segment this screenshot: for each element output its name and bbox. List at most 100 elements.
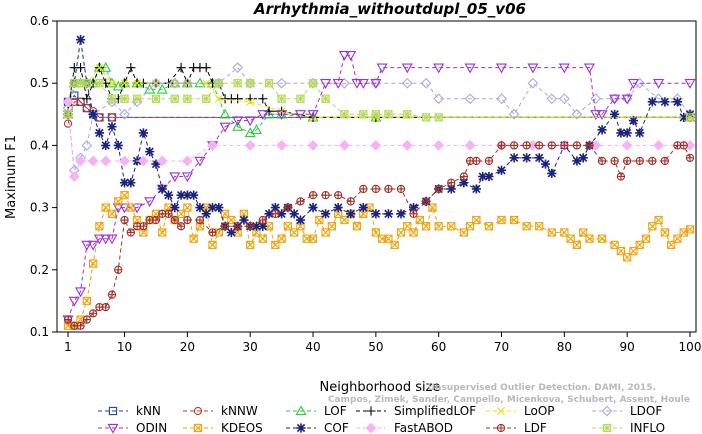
data-point-cof [408,203,419,213]
data-point-odin [583,63,596,74]
legend: kNN kNNW LOF SimplifiedLOF LoOP LDOF ODIN KDEOS… [98,404,665,434]
data-point-simplifiedlof [201,63,211,73]
legend-marker-ldf [496,423,506,433]
data-point-lof [156,83,168,94]
data-point-kdeos [409,228,418,237]
data-point-ldof [546,93,558,105]
data-point-ldf [308,191,318,200]
data-point-ldf [321,191,330,200]
data-point-kdeos [95,222,104,231]
legend-marker-inflo [602,423,612,433]
data-point-ldof [590,93,602,105]
data-point-odin [621,94,633,105]
data-point-ldof [496,93,507,105]
data-point-ldf [396,184,406,194]
data-point-ldf [497,141,506,150]
data-point-inflo [95,79,104,88]
data-point-ldf [560,141,569,150]
data-point-odin [495,63,508,74]
series-inflo [63,79,695,122]
data-point-odin [370,79,382,89]
data-point-cof [201,209,211,219]
data-point-cof [195,203,205,213]
data-point-fastabod [87,155,99,167]
legend-item-simplifiedlof: SimplifiedLOF [356,404,476,418]
legend-label-inflo: INFLO [630,421,665,434]
data-point-ldf [176,222,186,231]
data-point-inflo [308,79,318,88]
data-point-odin [294,110,307,121]
data-point-fastabod [621,140,633,151]
data-point-odin [653,79,665,89]
data-point-cof [151,159,161,169]
data-point-cof [660,97,670,107]
legend-item-kdeos: KDEOS [183,421,263,434]
data-point-cof [679,112,689,123]
legend-marker-loop [497,407,505,415]
data-point-ldf [114,265,123,274]
data-point-ldf [679,141,688,150]
data-point-kdeos [509,215,519,225]
data-point-fastabod [181,155,193,167]
data-point-kdeos [654,215,663,225]
x-tick-label: 80 [557,340,572,354]
data-point-odin [684,79,696,89]
data-point-ldf [107,290,117,299]
plot-frame [56,20,697,333]
data-point-kdeos [208,240,217,250]
data-point-kdeos [673,234,682,243]
data-point-cof [647,97,657,107]
x-tick-label: 1 [64,340,72,354]
data-point-lof [219,108,231,119]
data-point-ldf [126,228,135,237]
data-point-cof [635,128,645,138]
data-point-ldof [81,140,93,151]
data-point-cof [547,168,557,178]
data-point-lof [144,83,156,94]
data-point-inflo [434,113,443,122]
data-point-cof [157,184,167,194]
data-point-cof [207,203,218,213]
data-point-ldf [610,156,619,166]
data-point-cof [251,221,262,231]
data-point-cof [622,128,632,138]
data-point-ldof [420,77,432,89]
y-axis-label: Maximum F1 [4,135,19,219]
data-point-ldf [220,222,230,231]
data-point-ldf [459,172,468,181]
data-point-cof [258,221,268,231]
data-point-fastabod [401,140,413,151]
data-point-cof [239,215,249,225]
data-point-fastabod [653,140,664,151]
data-point-inflo [246,79,255,88]
data-point-odin [351,79,363,89]
data-point-ldof [571,108,583,120]
data-point-fastabod [138,155,149,167]
data-point-ldf [151,215,161,225]
y-tick-label: 0.1 [30,325,49,339]
data-point-ldf [233,222,242,231]
data-point-ldf [597,156,607,166]
data-point-kdeos [315,215,324,225]
data-point-odin [144,197,156,208]
data-point-kdeos [535,222,544,231]
data-point-inflo [202,94,211,103]
data-point-fastabod [156,155,168,167]
data-point-inflo [151,94,161,103]
data-point-kdeos [597,234,607,243]
legend-marker-simplifiedlof [366,406,376,416]
data-point-ldf [164,209,173,218]
data-point-knnw [63,119,73,128]
data-point-cof [509,153,519,163]
data-point-cof [610,109,620,119]
data-point-ldof [276,77,287,89]
data-point-ldf [472,156,481,166]
data-point-kdeos [616,246,626,256]
data-point-cof [308,203,318,213]
data-point-inflo [170,94,179,103]
data-point-ldof [527,77,539,89]
data-point-kdeos [82,296,91,306]
data-point-odin [169,172,181,183]
x-tick-label: 10 [117,340,132,354]
data-point-inflo [403,110,412,119]
